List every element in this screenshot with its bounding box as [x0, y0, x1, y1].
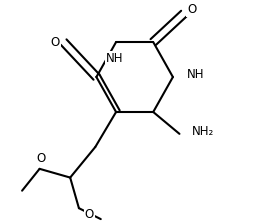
- Text: O: O: [36, 153, 45, 166]
- Text: NH₂: NH₂: [192, 125, 214, 138]
- Text: NH: NH: [106, 52, 124, 65]
- Text: O: O: [85, 208, 94, 221]
- Text: O: O: [187, 3, 197, 16]
- Text: O: O: [51, 36, 60, 49]
- Text: NH: NH: [187, 68, 205, 81]
